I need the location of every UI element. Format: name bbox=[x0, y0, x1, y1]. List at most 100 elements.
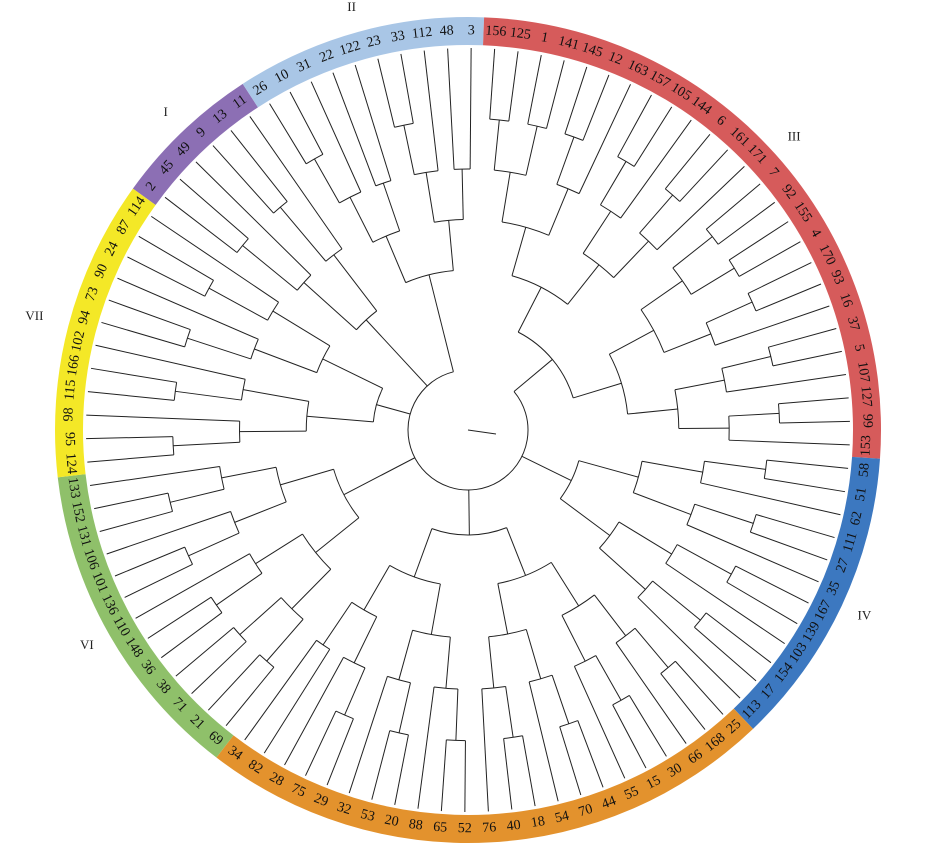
branch bbox=[212, 145, 274, 214]
branch bbox=[728, 439, 850, 446]
group-stem bbox=[521, 455, 572, 481]
leaf-label: 106 bbox=[80, 547, 101, 572]
branch-arc bbox=[574, 655, 596, 667]
branch-arc bbox=[375, 180, 392, 187]
leaf-label: 55 bbox=[622, 784, 641, 803]
leaf-label: 111 bbox=[841, 531, 861, 554]
branch bbox=[672, 236, 713, 269]
branch bbox=[403, 125, 415, 175]
branch bbox=[582, 74, 610, 141]
branch-arc bbox=[434, 219, 464, 223]
leaf-label: 166 bbox=[65, 354, 83, 377]
branch bbox=[385, 235, 407, 283]
group-stem bbox=[376, 404, 411, 415]
branch bbox=[398, 682, 411, 733]
branch bbox=[525, 126, 538, 176]
leaf-label: 99 bbox=[860, 414, 875, 428]
branch-arc bbox=[305, 153, 324, 165]
branch bbox=[738, 241, 801, 277]
leaf-label: 48 bbox=[439, 23, 454, 39]
branch bbox=[505, 686, 514, 738]
branch bbox=[86, 436, 173, 440]
branch bbox=[772, 350, 842, 367]
group-label-VII: VII bbox=[25, 308, 43, 323]
branch-arc bbox=[767, 347, 774, 366]
branch-arc bbox=[556, 183, 580, 195]
branch-arc bbox=[637, 580, 653, 598]
branch bbox=[612, 704, 647, 769]
branch bbox=[117, 277, 259, 340]
leaf-label: 107 bbox=[854, 361, 872, 384]
branch bbox=[726, 374, 847, 393]
leaf-label: 54 bbox=[554, 809, 571, 827]
branch bbox=[207, 654, 261, 711]
branch bbox=[353, 616, 378, 664]
leaf-label: 88 bbox=[408, 817, 424, 834]
leaf-label: 82 bbox=[245, 757, 265, 777]
branch-arc bbox=[665, 544, 678, 564]
leaf-label: 62 bbox=[848, 510, 866, 527]
branch bbox=[333, 254, 378, 312]
branch bbox=[87, 391, 175, 401]
branch bbox=[599, 547, 646, 590]
branch bbox=[633, 492, 692, 516]
branch-arc bbox=[488, 628, 527, 638]
branch bbox=[322, 358, 383, 389]
branch bbox=[545, 60, 565, 129]
branch-arc bbox=[608, 353, 629, 415]
branch bbox=[423, 50, 439, 171]
leaf-label: 44 bbox=[600, 793, 618, 812]
branch bbox=[551, 675, 570, 724]
leaf-label: 40 bbox=[506, 818, 522, 835]
group-stem bbox=[365, 319, 428, 387]
branch bbox=[600, 161, 627, 206]
branch bbox=[242, 245, 298, 291]
branch-arc bbox=[172, 436, 175, 455]
leaf-label: 112 bbox=[411, 25, 433, 42]
branch bbox=[628, 695, 667, 757]
branch bbox=[735, 565, 809, 604]
branch-arc bbox=[503, 735, 523, 740]
leaf-label: 95 bbox=[62, 432, 77, 446]
branch bbox=[488, 636, 495, 688]
branch bbox=[469, 48, 472, 170]
branch bbox=[138, 235, 214, 281]
branch bbox=[501, 172, 511, 223]
branch bbox=[230, 130, 288, 202]
branch-arc bbox=[705, 322, 716, 346]
branch bbox=[609, 329, 655, 355]
branch bbox=[595, 655, 622, 701]
branch bbox=[322, 601, 353, 646]
branch-arc bbox=[494, 169, 527, 176]
branch bbox=[766, 459, 849, 469]
branch-arc bbox=[316, 639, 331, 650]
leaf-label: 58 bbox=[857, 462, 873, 477]
group-band-VI bbox=[57, 474, 234, 758]
leaf-label: 12 bbox=[606, 49, 625, 68]
branch-arc bbox=[446, 739, 466, 742]
group-band-III bbox=[483, 17, 881, 459]
branch bbox=[511, 227, 527, 276]
branch-arc bbox=[387, 675, 411, 684]
branch bbox=[779, 420, 850, 424]
leaf-label: 27 bbox=[834, 556, 853, 574]
branch bbox=[573, 666, 626, 779]
group-stem bbox=[428, 274, 454, 372]
branch-arc bbox=[389, 730, 409, 736]
branch bbox=[269, 103, 307, 165]
branch bbox=[289, 91, 324, 155]
leaf-label: 20 bbox=[383, 813, 400, 830]
branch bbox=[613, 240, 649, 278]
group-band-IV bbox=[733, 456, 880, 729]
branch-arc bbox=[665, 188, 681, 202]
branch bbox=[425, 172, 435, 223]
branch bbox=[578, 84, 631, 194]
branch-arc bbox=[335, 710, 354, 720]
branch bbox=[348, 676, 388, 794]
branch bbox=[225, 666, 275, 726]
leaf-label: 52 bbox=[458, 821, 472, 836]
branch bbox=[280, 468, 334, 486]
branch bbox=[717, 201, 776, 245]
branch bbox=[582, 210, 612, 254]
branch-arc bbox=[184, 329, 191, 348]
